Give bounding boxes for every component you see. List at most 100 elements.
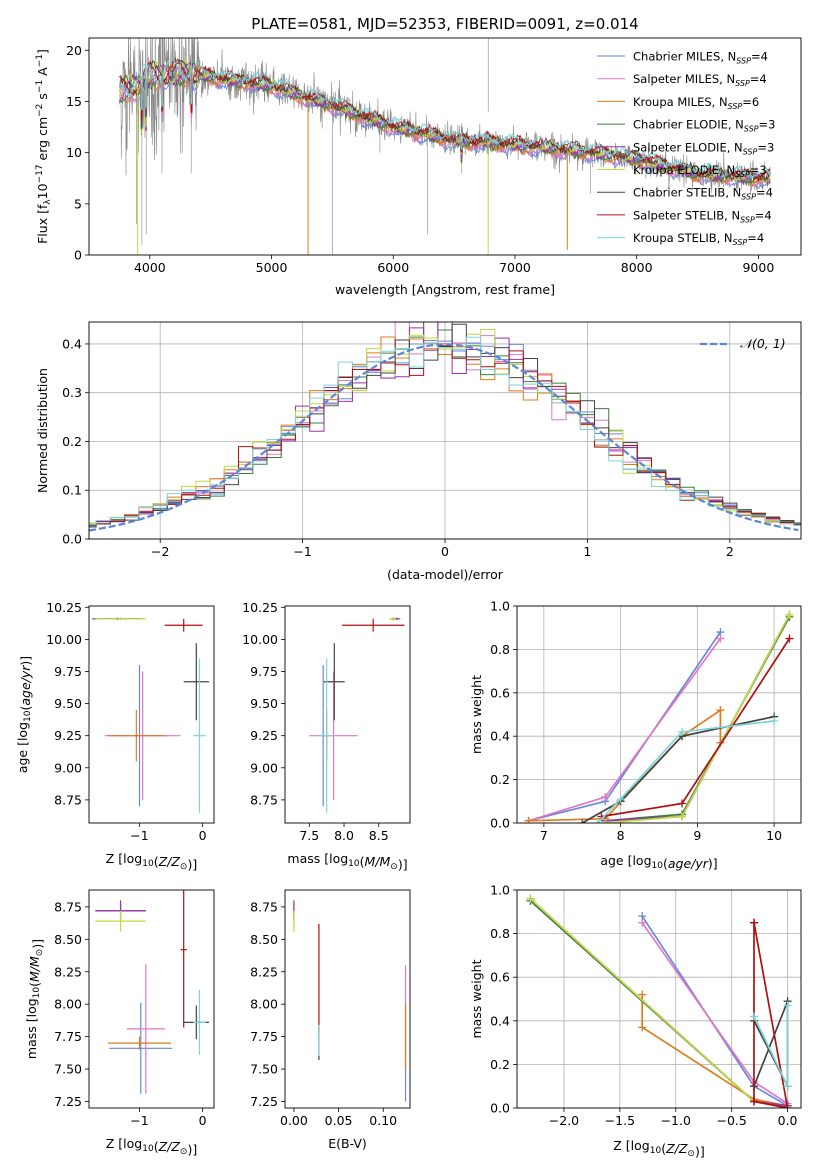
legend-label-sub: SSP [744, 125, 759, 134]
legend-label-name: Kroupa STELIB, N [633, 231, 733, 245]
series-line-2 [528, 708, 722, 822]
y-tick-label: 9.75 [54, 664, 82, 679]
y-tick-label: 9.50 [54, 696, 82, 711]
legend-label-name: Kroupa MILES, N [633, 95, 728, 109]
label-part: mass [ [24, 1017, 39, 1059]
axes-frame [516, 605, 802, 824]
y-tick-label: 9.25 [54, 728, 82, 743]
y-tick-label: 10.25 [242, 600, 278, 615]
label-part: age [ [15, 741, 30, 773]
label-part: age [ [600, 853, 632, 868]
y-tick-label: 7.25 [54, 1094, 82, 1109]
y-tick-label: 1.0 [490, 883, 510, 898]
series-line-0 [641, 915, 789, 1107]
label-part: Z/Z [665, 1141, 688, 1156]
y-axis-label-part: λ [43, 199, 53, 205]
y-tick-label: 8.00 [250, 997, 278, 1012]
axes-frame [88, 321, 802, 540]
legend-label-sub: SSP [728, 102, 743, 111]
x-tick-label: 9000 [742, 260, 774, 275]
axes-frame [88, 889, 215, 1109]
label-sub: ⊙ [390, 862, 398, 872]
series-marker [783, 1104, 792, 1108]
y-tick-label: 7.50 [250, 1062, 278, 1077]
label-part: Z/Z [158, 854, 181, 869]
label-part: ( [663, 856, 668, 871]
legend-label: Chabrier MILES, NSSP=4 [633, 50, 768, 66]
y-tick-label: 8.50 [54, 932, 82, 947]
series-marker [783, 1001, 792, 1010]
x-tick-label: 0 [441, 544, 449, 559]
label-sub: 10 [348, 859, 360, 869]
label-part: )] [18, 656, 33, 666]
legend-label-sub: SSP [733, 238, 748, 247]
axes-frame [88, 605, 215, 824]
label-part: log [329, 851, 348, 866]
label-part: ( [154, 854, 159, 869]
y-tick-label: 0.1 [62, 483, 82, 498]
series-marker [716, 634, 725, 643]
x-tick-label: −1.0 [661, 1113, 691, 1128]
y-tick-label: 1.0 [490, 599, 510, 614]
y-tick-label: 0.2 [62, 434, 82, 449]
y-tick-label: 9.50 [250, 696, 278, 711]
x-tick-label: −1 [130, 1113, 148, 1128]
label-part: Z [ [106, 851, 123, 866]
x-tick-label: 8 [617, 828, 625, 843]
model-spectrum-3 [119, 62, 771, 186]
y-axis-label-part: −1 [35, 54, 45, 67]
y-tick-label: 9.00 [54, 760, 82, 775]
residual-histogram-8 [89, 336, 801, 526]
label-part: log [123, 851, 142, 866]
x-tick-label: −1.5 [605, 1113, 635, 1128]
spectrum-panel: 4000 5000 6000 7000 8000 9000 0 5 10 15 20 waveleng… [35, 37, 802, 297]
y-axis-label: mass weight [469, 675, 484, 754]
label-sub: ⊙ [180, 1147, 188, 1157]
series-marker [750, 1097, 759, 1106]
label-sub: 10 [142, 859, 154, 869]
legend-label-name: Chabrier ELODIE, N [633, 118, 744, 132]
series-marker [678, 812, 687, 821]
x-tick-label: 8000 [621, 260, 653, 275]
series-marker [601, 792, 610, 801]
y-tick-label: 0.3 [62, 385, 82, 400]
y-tick-label: 0.6 [490, 685, 510, 700]
legend-label-name: Salpeter STELIB, N [633, 208, 740, 222]
legend-label-name: Chabrier STELIB, N [633, 186, 741, 200]
series-marker [638, 990, 647, 999]
legend-label-name: Salpeter MILES, N [633, 72, 735, 86]
mass-vs-ebv-panel: 0.00 0.05 0.10 7.25 7.50 7.75 8.00 8.25 8.50 8.75… [250, 889, 411, 1151]
series-marker [678, 799, 687, 808]
x-tick-label: 0 [199, 828, 207, 843]
y-axis-label: mass weight [469, 959, 484, 1038]
y-tick-label: 10.25 [46, 600, 82, 615]
x-tick-label: 6000 [377, 260, 409, 275]
label-part: )] [187, 857, 197, 872]
legend-label-sub: SSP [741, 193, 756, 202]
y-tick-label: 8.25 [250, 964, 278, 979]
spectrum-legend: Chabrier MILES, NSSP=4 Salpeter MILES, N S… [597, 50, 775, 247]
y-tick-label: 9.25 [250, 728, 278, 743]
label-sub: ⊙ [180, 862, 188, 872]
label-part: M/M [27, 956, 42, 982]
y-tick-label: 8.75 [250, 899, 278, 914]
plot-area [119, 38, 771, 255]
legend-label-sub: SSP [735, 170, 750, 179]
label-part: ( [18, 706, 33, 711]
series-marker [750, 918, 759, 927]
series-line-2 [641, 994, 788, 1107]
label-sub: ⊙ [687, 1149, 695, 1159]
y-axis-label-part: −2 [35, 104, 45, 117]
y-tick-label: 0.4 [490, 729, 510, 744]
y-tick-label: 0.8 [490, 926, 510, 941]
x-axis-label: Z [log10(Z/Z⊙)] [613, 1138, 704, 1159]
legend-label: 𝒩(0, 1) [740, 336, 786, 351]
y-tick-label: 10.00 [46, 632, 82, 647]
figure-title: PLATE=0581, MJD=52353, FIBERID=0091, z=0… [251, 15, 638, 33]
plot-area [309, 617, 405, 813]
label-part: Z/Z [158, 1139, 181, 1154]
legend-label-count: =4 [747, 231, 764, 245]
label-part: )] [187, 1142, 197, 1157]
plot-area [95, 890, 209, 1094]
x-tick-label: 8.0 [334, 828, 354, 843]
